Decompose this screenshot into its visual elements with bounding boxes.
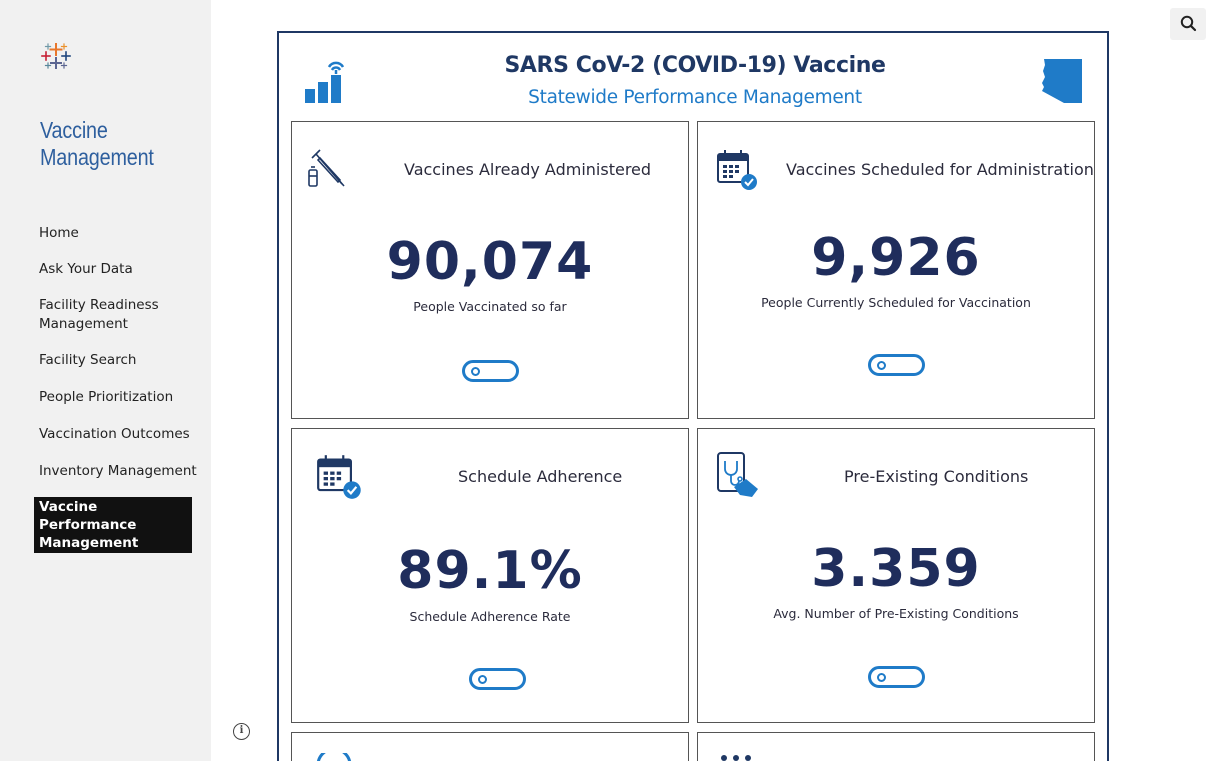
bar-chart-signal-icon — [305, 61, 345, 103]
card-toggle[interactable] — [868, 354, 925, 376]
nav-item-facility-readiness-management[interactable]: Facility Readiness Management — [39, 297, 159, 332]
card-title: Vaccines Scheduled for Administration — [786, 160, 1094, 179]
toggle-knob — [471, 367, 480, 376]
kpi-card-vaccines-administered: Vaccines Already Administered 90,074 Peo… — [291, 121, 689, 419]
nav-item-facility-search[interactable]: Facility Search — [39, 352, 137, 368]
arizona-map-icon — [1042, 59, 1082, 103]
kpi-card-pre-existing-conditions: Pre-Existing Conditions 3.359 Avg. Numbe… — [697, 428, 1095, 723]
site-title-line2: Management — [40, 144, 154, 170]
site-title-line1: Vaccine — [40, 117, 108, 143]
kpi-card-partial-left — [291, 732, 689, 761]
search-icon — [1180, 15, 1197, 32]
nav-item-ask-your-data[interactable]: Ask Your Data — [39, 261, 133, 277]
gauge-icon — [317, 753, 351, 761]
toggle-knob — [877, 673, 886, 682]
nav-item-home[interactable]: Home — [39, 225, 79, 241]
tableau-logo-icon[interactable] — [40, 42, 72, 70]
card-title: Vaccines Already Administered — [404, 160, 652, 179]
card-value: 90,074 — [386, 232, 594, 292]
card-toggle[interactable] — [462, 360, 519, 382]
site-title[interactable]: Vaccine Management — [40, 117, 178, 171]
card-title: Pre-Existing Conditions — [844, 467, 1029, 486]
people-group-icon — [721, 755, 751, 761]
nav-item-vaccination-outcomes[interactable]: Vaccination Outcomes — [39, 426, 190, 442]
card-caption: People Currently Scheduled for Vaccinati… — [761, 295, 1031, 310]
kpi-card-schedule-adherence: Schedule Adherence 89.1% Schedule Adhere… — [291, 428, 689, 723]
calendar-check-icon — [317, 455, 361, 499]
dashboard-title: SARS CoV-2 (COVID-19) Vaccine — [504, 53, 886, 78]
dashboard-subtitle: Statewide Performance Management — [528, 87, 862, 108]
nav-item-inventory-management[interactable]: Inventory Management — [39, 463, 197, 479]
nav-item-vaccine-performance-management[interactable]: Vaccine Performance Management — [34, 497, 192, 553]
toggle-knob — [877, 361, 886, 370]
tablet-stethoscope-icon — [717, 452, 758, 497]
card-toggle[interactable] — [868, 666, 925, 688]
card-toggle[interactable] — [469, 668, 526, 690]
card-value: 9,926 — [811, 228, 981, 288]
card-caption: People Vaccinated so far — [413, 299, 567, 314]
kpi-card-vaccines-scheduled: Vaccines Scheduled for Administration 9,… — [697, 121, 1095, 419]
card-value: 89.1% — [397, 541, 583, 601]
card-title: Schedule Adherence — [458, 467, 623, 486]
toggle-knob — [478, 675, 487, 684]
card-caption: Schedule Adherence Rate — [409, 609, 571, 624]
search-button[interactable] — [1170, 8, 1206, 40]
calendar-check-icon — [717, 150, 757, 190]
sidebar: Vaccine Management Home Ask Your Data Fa… — [0, 0, 211, 761]
card-value: 3.359 — [811, 539, 981, 599]
kpi-card-partial-right — [697, 732, 1095, 761]
nav-item-people-prioritization[interactable]: People Prioritization — [39, 389, 174, 405]
syringe-icon — [308, 149, 345, 187]
dashboard-frame: SARS CoV-2 (COVID-19) Vaccine Statewide … — [277, 31, 1109, 761]
card-caption: Avg. Number of Pre-Existing Conditions — [773, 606, 1019, 621]
info-icon[interactable]: i — [233, 723, 250, 740]
